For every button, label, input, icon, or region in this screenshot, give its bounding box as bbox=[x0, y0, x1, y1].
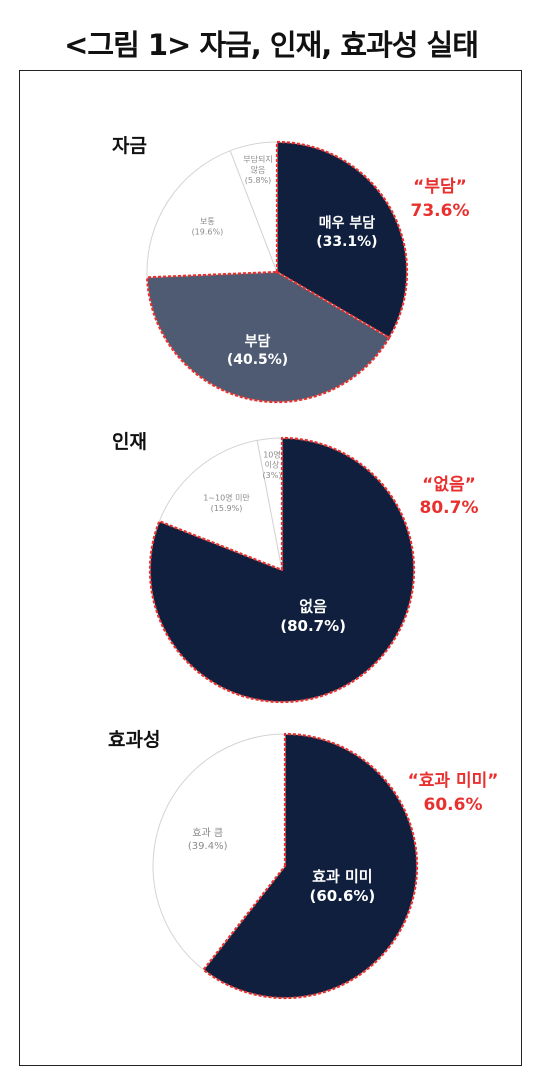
section-title-funding: 자금 bbox=[112, 135, 147, 157]
slice-value-funding-부담: (40.5%) bbox=[227, 352, 288, 368]
callout-label-talent: “없음” bbox=[422, 475, 476, 495]
callout-value-funding: 73.6% bbox=[411, 201, 470, 221]
slice-value-funding-부담되지-않음: (5.8%) bbox=[245, 176, 272, 185]
section-title-effectiveness: 효과성 bbox=[108, 729, 160, 751]
slice-label-effectiveness-효과-미미: 효과 미미 bbox=[312, 867, 372, 885]
callout-funding: “부담” 73.6% bbox=[411, 177, 470, 221]
slice-value-funding-보통: (19.6%) bbox=[192, 227, 224, 236]
slice-label-talent-없음: 없음 bbox=[299, 597, 327, 615]
slice-label-talent-1-10명-미만: 1~10명 미만 bbox=[203, 493, 250, 503]
slice-value-funding-매우-부담: (33.1%) bbox=[316, 234, 377, 250]
callout-label-funding: “부담” bbox=[413, 177, 467, 197]
callout-talent: “없음” 80.7% bbox=[420, 475, 479, 518]
chart-frame bbox=[19, 70, 522, 1066]
section-title-talent: 인재 bbox=[112, 431, 147, 453]
slice-label-funding-매우-부담: 매우 부담 bbox=[319, 215, 376, 232]
slice-label-effectiveness-효과-큼: 효과 큼 bbox=[192, 827, 223, 839]
slice-value-effectiveness-효과-큼: (39.4%) bbox=[188, 841, 228, 852]
slice-label-funding-부담되지-않음: 부담되지 bbox=[243, 154, 272, 164]
pie-slice-outline-funding-1 bbox=[146, 270, 391, 404]
slices-funding: 매우 부담 (33.1%) 부담 (40.5%) 보통(19.6%) 부담되지않음(5.8… bbox=[146, 140, 409, 404]
pie-slice-funding-3 bbox=[229, 141, 278, 273]
figure-title: <그림 1> 자금, 인재, 효과성 실태 bbox=[64, 28, 479, 62]
slice-label-funding-부담되지-않음: 않음 bbox=[251, 166, 266, 175]
slice-value-talent-없음: (80.7%) bbox=[280, 617, 346, 635]
slice-label-talent-10명-이상: 10명 bbox=[263, 449, 281, 459]
slice-value-effectiveness-효과-미미: (60.6%) bbox=[310, 887, 376, 905]
pie-slice-effectiveness-1 bbox=[152, 733, 286, 971]
slice-value-talent-1-10명-미만: (15.9%) bbox=[211, 504, 243, 513]
slice-label-talent-10명-이상: 이상 bbox=[265, 460, 280, 470]
slice-label-funding-보통: 보통 bbox=[200, 217, 215, 226]
pie-slice-outline-talent-0 bbox=[148, 436, 416, 704]
pie-slice-funding-2 bbox=[146, 150, 278, 278]
callout-label-effectiveness: “효과 미미” bbox=[408, 771, 499, 791]
callout-value-effectiveness: 60.6% bbox=[424, 795, 483, 815]
callout-effectiveness: “효과 미미” 60.6% bbox=[408, 771, 499, 815]
pie-slice-outline-funding-0 bbox=[275, 140, 409, 339]
slice-label-funding-부담: 부담 bbox=[245, 333, 271, 350]
pie-slice-effectiveness-0 bbox=[202, 733, 418, 999]
slices-effectiveness: 효과 미미 (60.6%) 효과 큼 (39.4%) bbox=[152, 732, 419, 1000]
callout-value-talent: 80.7% bbox=[420, 498, 479, 518]
pie-slice-talent-1 bbox=[158, 439, 283, 571]
pie-group-funding: 자금 매우 부담 (33.1%) 부담 (40.5%) 보통(19.6%) 부담되지않음(… bbox=[112, 135, 470, 404]
pie-group-effectiveness: 효과성 효과 미미 (60.6%) 효과 큼 (39.4%) “효과 미미” 60.6… bbox=[108, 729, 499, 1000]
slice-value-talent-10명-이상: (3%) bbox=[263, 471, 282, 480]
